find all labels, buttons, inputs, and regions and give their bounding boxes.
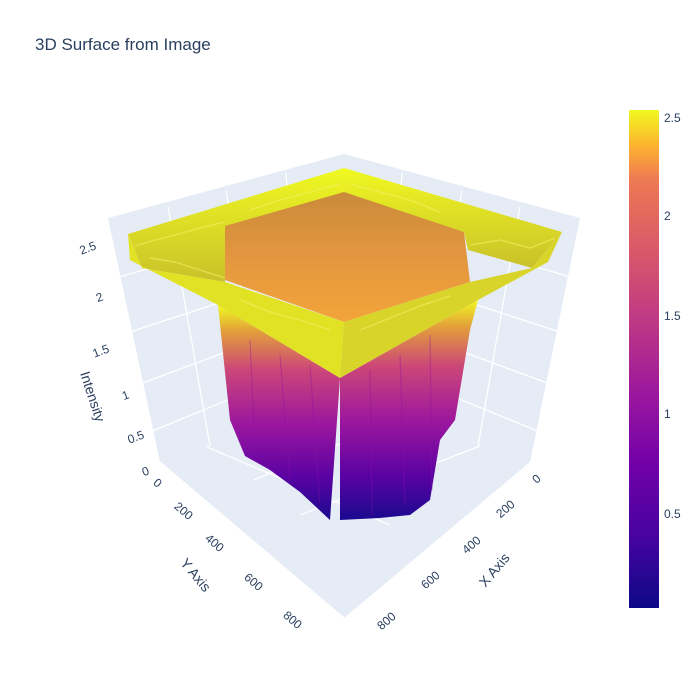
- x-axis-label: X Axis: [476, 550, 513, 590]
- z-axis-label: Intensity: [77, 369, 108, 424]
- surface-front-right-wall: [340, 300, 478, 520]
- surface-texture: [134, 183, 556, 331]
- surface-inner-floor: [225, 188, 470, 322]
- colorbar-tick-label: 1.5: [664, 309, 681, 323]
- z-tick-label: 2.5: [78, 239, 99, 258]
- colorbar-gradient: [629, 110, 659, 608]
- x-tick-label: 200: [493, 497, 518, 521]
- surface-rim-front-left: [128, 234, 344, 378]
- surface-rim-back-left: [128, 168, 344, 282]
- x-tick-label: 0: [529, 471, 543, 486]
- x-tick-label: 800: [374, 609, 399, 633]
- y-tick-label: 0: [151, 475, 165, 490]
- colorbar-tick-label: 2.5: [664, 111, 681, 125]
- x-tick-label: 600: [418, 568, 443, 592]
- surface-front-left-wall: [218, 305, 340, 520]
- z-tick-label: 0.5: [126, 428, 147, 447]
- surface-streaks: [249, 334, 433, 516]
- y-tick-label: 800: [280, 608, 305, 632]
- chart-title: 3D Surface from Image: [35, 35, 211, 54]
- colorbar: 2.5 2 1.5 1 0.5: [629, 110, 681, 608]
- y-tick-label: 600: [241, 570, 266, 594]
- y-tick-label: 400: [202, 531, 227, 555]
- x-tick-label: 400: [459, 533, 484, 557]
- z-tick-label: 2: [94, 290, 105, 306]
- z-tick-label: 1: [120, 388, 131, 404]
- z-tick-label: 0: [140, 464, 151, 480]
- surface-rim-front-right: [340, 232, 562, 378]
- surface: [128, 168, 562, 520]
- y-tick-label: 200: [171, 499, 196, 523]
- colorbar-tick-label: 0.5: [664, 507, 681, 521]
- surface-rim-back-right: [344, 168, 562, 268]
- y-axis-label: Y Axis: [177, 555, 214, 595]
- colorbar-tick-label: 1: [664, 407, 671, 421]
- z-tick-label: 1.5: [91, 342, 112, 361]
- colorbar-tick-label: 2: [664, 209, 671, 223]
